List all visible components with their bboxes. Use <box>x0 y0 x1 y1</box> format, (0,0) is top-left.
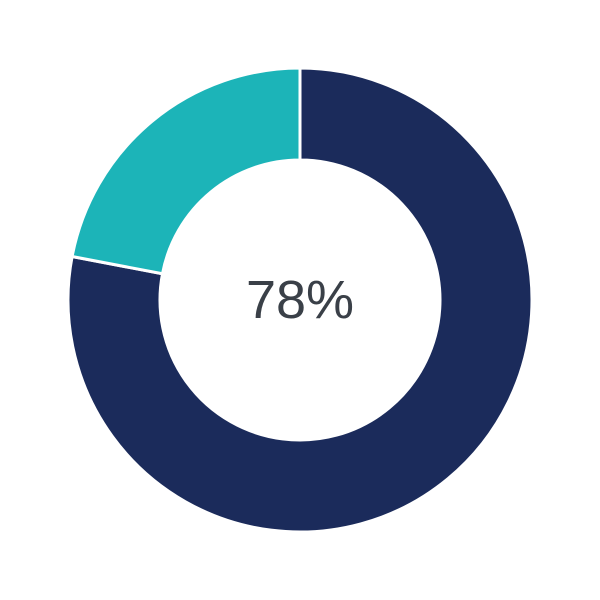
donut-slice-1 <box>70 66 302 276</box>
donut-slice-0 <box>66 66 534 534</box>
